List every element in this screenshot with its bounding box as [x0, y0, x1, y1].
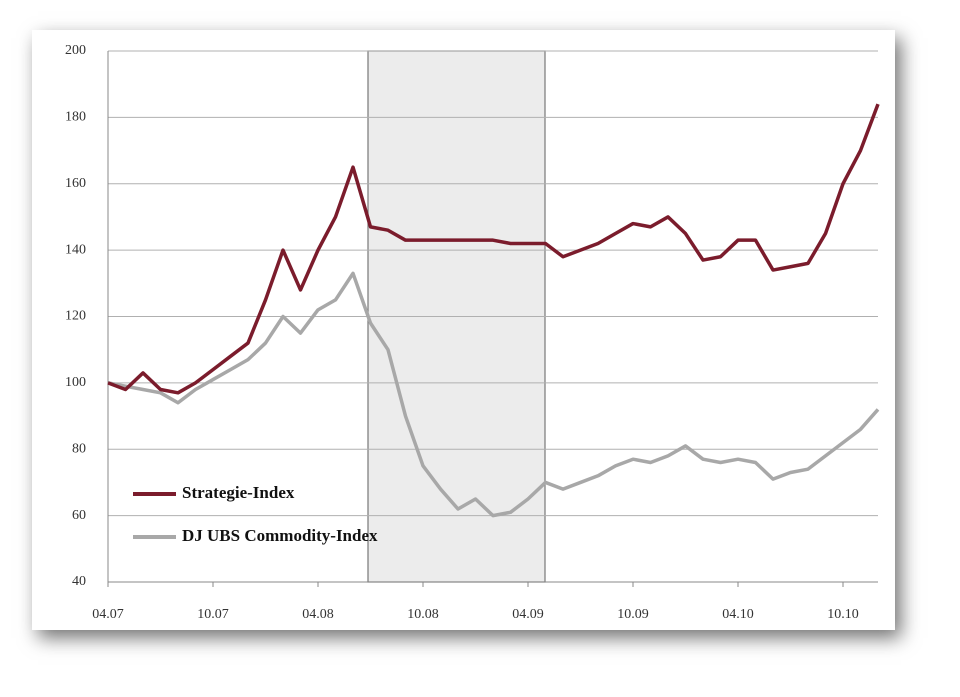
y-tick-label: 60 — [72, 508, 86, 523]
x-tick-label: 04.09 — [512, 607, 544, 622]
y-tick-label: 120 — [65, 309, 86, 324]
y-tick-label: 140 — [65, 242, 86, 257]
x-tick-label: 10.07 — [197, 607, 229, 622]
legend-label: Strategie-Index — [182, 483, 295, 502]
y-tick-label: 80 — [72, 441, 86, 456]
y-tick-label: 200 — [65, 43, 86, 58]
y-tick-label: 100 — [65, 375, 86, 390]
x-tick-label: 04.07 — [92, 607, 124, 622]
x-tick-label: 10.09 — [617, 607, 649, 622]
y-tick-label: 180 — [65, 110, 86, 125]
x-tick-label: 10.08 — [407, 607, 439, 622]
y-tick-label: 40 — [72, 574, 86, 589]
x-tick-label: 10.10 — [827, 607, 859, 622]
x-tick-label: 04.10 — [722, 607, 754, 622]
legend-label: DJ UBS Commodity-Index — [182, 526, 378, 545]
y-tick-label: 160 — [65, 176, 86, 191]
x-tick-label: 04.08 — [302, 607, 334, 622]
series-line — [107, 103, 880, 395]
series-line — [107, 271, 880, 518]
